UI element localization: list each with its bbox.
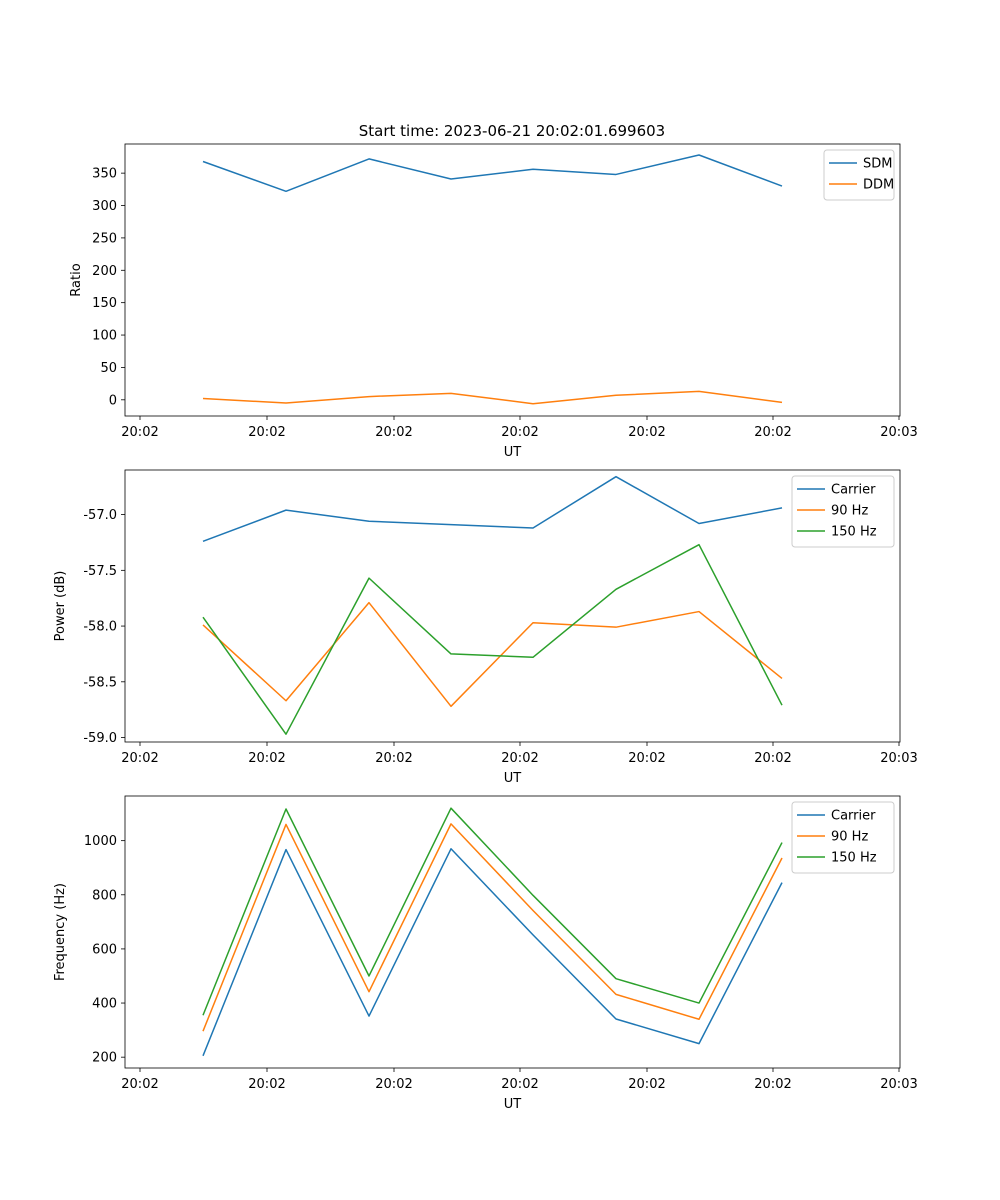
legend-label: Carrier [831, 483, 876, 498]
x-tick-label: 20:02 [754, 1077, 791, 1092]
y-tick-label: 800 [92, 888, 117, 903]
y-tick-label: 1000 [84, 834, 117, 849]
series-line-150-hz [202, 543, 783, 735]
y-axis-label: Frequency (Hz) [53, 883, 68, 981]
axes-frame [124, 143, 901, 417]
panel-3: 20:02 20:02 20:02 20:02 20:02 20:02 20:03 UT 200… [53, 795, 918, 1112]
x-tick-label: 20:02 [501, 1077, 538, 1092]
x-tick-label: 20:02 [754, 425, 791, 440]
panel-1: 20:02 20:02 20:02 20:02 20:02 20:02 20:03 UT 0 50… [69, 143, 918, 460]
x-tick-label: 20:02 [628, 425, 665, 440]
series-line-sdm [202, 154, 783, 193]
series-line-150-hz [202, 807, 783, 1016]
legend: Carrier 90 Hz 150 Hz [791, 475, 895, 548]
y-axis-label: Ratio [69, 263, 84, 296]
x-tick-label: 20:02 [121, 1077, 158, 1092]
series-line-90-hz [202, 823, 783, 1032]
legend-label: 150 Hz [831, 525, 877, 540]
y-tick-label: -58.0 [83, 620, 117, 635]
y-tick-label: 350 [92, 167, 117, 182]
x-axis-label: UT [504, 771, 522, 786]
series-line-90-hz [202, 601, 783, 708]
y-tick-label: 0 [109, 393, 117, 408]
axes-frame [124, 795, 901, 1069]
x-tick-label: 20:02 [628, 1077, 665, 1092]
y-tick-label: -59.0 [83, 731, 117, 746]
x-tick-label: 20:02 [628, 751, 665, 766]
x-tick-label: 20:02 [375, 425, 412, 440]
x-tick-label: 20:02 [375, 751, 412, 766]
series-line-carrier [202, 848, 783, 1057]
y-tick-label: 100 [92, 329, 117, 344]
panel-2: 20:02 20:02 20:02 20:02 20:02 20:02 20:03 UT -59… [53, 469, 918, 786]
y-tick-label: 600 [92, 942, 117, 957]
legend-label: 90 Hz [831, 830, 868, 845]
legend-box [791, 475, 895, 548]
x-tick-label: 20:02 [501, 425, 538, 440]
x-tick-label: 20:02 [754, 751, 791, 766]
x-tick-label: 20:02 [121, 425, 158, 440]
legend-label: 150 Hz [831, 851, 877, 866]
legend-label: Carrier [831, 809, 876, 824]
legend: Carrier 90 Hz 150 Hz [791, 801, 895, 874]
x-axis-label: UT [504, 445, 522, 460]
legend-box [791, 801, 895, 874]
legend-label: DDM [863, 178, 894, 193]
legend-label: SDM [863, 157, 892, 172]
y-tick-label: 150 [92, 296, 117, 311]
axes-frame [124, 469, 901, 743]
x-tick-label: 20:02 [121, 751, 158, 766]
x-axis-label: UT [504, 1097, 522, 1112]
x-tick-label: 20:03 [880, 1077, 917, 1092]
y-tick-label: 400 [92, 997, 117, 1012]
panels: 20:02 20:02 20:02 20:02 20:02 20:02 20:03 UT 0 50… [53, 143, 918, 1112]
figure-title: Start time: 2023-06-21 20:02:01.699603 [359, 122, 665, 140]
x-tick-label: 20:03 [880, 425, 917, 440]
y-tick-label: -57.0 [83, 508, 117, 523]
x-tick-label: 20:02 [375, 1077, 412, 1092]
legend: SDM DDM [823, 149, 895, 201]
x-tick-label: 20:02 [501, 751, 538, 766]
y-tick-label: 200 [92, 264, 117, 279]
x-tick-label: 20:02 [248, 1077, 285, 1092]
x-tick-label: 20:02 [248, 751, 285, 766]
y-tick-label: -58.5 [83, 675, 117, 690]
y-tick-label: 250 [92, 231, 117, 246]
y-tick-label: 50 [100, 361, 117, 376]
y-tick-label: -57.5 [83, 564, 117, 579]
x-tick-label: 20:02 [248, 425, 285, 440]
x-tick-label: 20:03 [880, 751, 917, 766]
y-tick-label: 200 [92, 1051, 117, 1066]
series-line-carrier [202, 475, 783, 543]
legend-label: 90 Hz [831, 504, 868, 519]
y-tick-label: 300 [92, 199, 117, 214]
y-axis-label: Power (dB) [53, 571, 68, 642]
series-line-ddm [202, 390, 783, 405]
